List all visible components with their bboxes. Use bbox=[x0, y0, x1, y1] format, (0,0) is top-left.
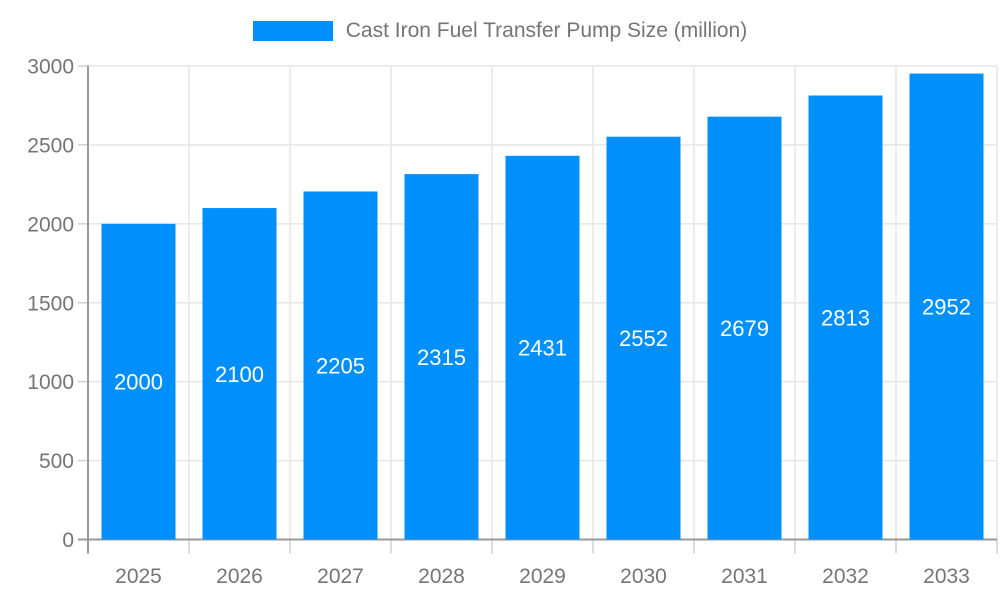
bar-value-label: 2679 bbox=[720, 316, 769, 341]
x-tick-label: 2033 bbox=[923, 565, 970, 588]
y-tick-label: 1500 bbox=[27, 292, 74, 315]
x-tick-label: 2026 bbox=[216, 565, 263, 588]
y-tick-label: 500 bbox=[39, 450, 74, 473]
bar-value-label: 2100 bbox=[215, 362, 264, 387]
y-tick-label: 2000 bbox=[27, 213, 74, 236]
legend-label: Cast Iron Fuel Transfer Pump Size (milli… bbox=[345, 19, 748, 42]
bar-2025[interactable] bbox=[101, 223, 176, 540]
bar-2028[interactable] bbox=[404, 174, 479, 540]
bar-2026[interactable] bbox=[202, 208, 277, 540]
bar-value-label: 2813 bbox=[821, 306, 870, 331]
x-tick-label: 2030 bbox=[620, 565, 667, 588]
y-tick-label: 0 bbox=[62, 529, 74, 552]
bar-2029[interactable] bbox=[505, 155, 580, 540]
bar-2030[interactable] bbox=[606, 136, 681, 540]
bar-value-label: 2952 bbox=[922, 295, 971, 320]
bar-value-label: 2431 bbox=[518, 336, 567, 361]
bar-2031[interactable] bbox=[707, 116, 782, 540]
legend[interactable]: Cast Iron Fuel Transfer Pump Size (milli… bbox=[0, 0, 1000, 62]
x-tick-label: 2027 bbox=[317, 565, 364, 588]
bar-value-label: 2315 bbox=[417, 345, 466, 370]
y-tick-label: 1000 bbox=[27, 371, 74, 394]
x-tick-label: 2025 bbox=[115, 565, 162, 588]
x-tick-label: 2028 bbox=[418, 565, 465, 588]
x-tick-label: 2031 bbox=[721, 565, 768, 588]
bar-2032[interactable] bbox=[808, 95, 883, 540]
x-tick-label: 2032 bbox=[822, 565, 869, 588]
bar-2027[interactable] bbox=[303, 191, 378, 540]
bar-value-label: 2000 bbox=[114, 370, 163, 395]
x-tick-label: 2029 bbox=[519, 565, 566, 588]
bar-value-label: 2552 bbox=[619, 326, 668, 351]
y-tick-label: 2500 bbox=[27, 134, 74, 157]
bar-value-label: 2205 bbox=[316, 353, 365, 378]
y-tick-label: 3000 bbox=[27, 56, 74, 79]
bar-2033[interactable] bbox=[909, 73, 984, 540]
legend-swatch bbox=[252, 21, 333, 41]
